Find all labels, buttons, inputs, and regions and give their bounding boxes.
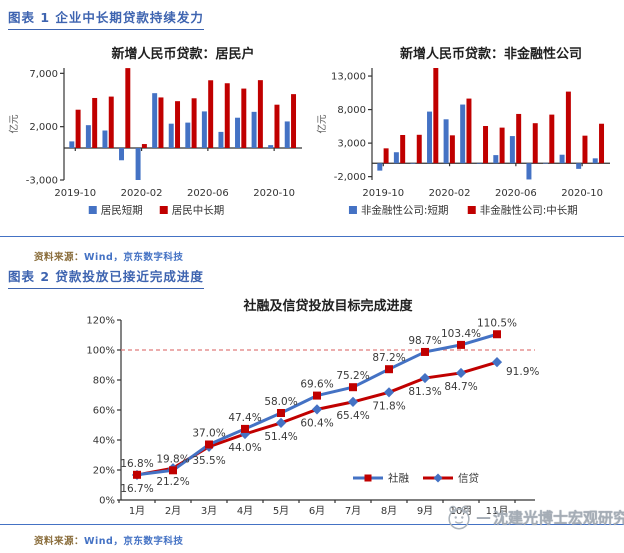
svg-text:居民短期: 居民短期 bbox=[101, 204, 143, 217]
svg-text:44.0%: 44.0% bbox=[228, 442, 261, 454]
figure1-header: 图表 1 企业中长期贷款持续发力 bbox=[8, 7, 204, 30]
line-chart-progress: 社融及信贷投放目标完成进度 0% 20% 40% 60% 80% 100% 120% 1月 2月 3… bbox=[85, 292, 545, 526]
svg-text:110.5%: 110.5% bbox=[477, 317, 517, 329]
svg-text:亿元: 亿元 bbox=[8, 114, 20, 134]
svg-text:80%: 80% bbox=[93, 376, 115, 387]
svg-text:新增人民币贷款：居民户: 新增人民币贷款：居民户 bbox=[111, 46, 254, 62]
figure1-charts-row: 新增人民币贷款：居民户 亿元 7,000 2,000 -3,000 2019-10 2020… bbox=[6, 42, 618, 234]
svg-text:3月: 3月 bbox=[201, 505, 217, 517]
svg-text:58.0%: 58.0% bbox=[264, 396, 297, 408]
figure1-source-label: 资料来源： bbox=[34, 252, 85, 263]
svg-text:7,000: 7,000 bbox=[29, 69, 58, 80]
svg-text:81.3%: 81.3% bbox=[408, 386, 441, 398]
figure1-source-value: Wind，京东数字科技 bbox=[84, 252, 184, 263]
svg-text:100%: 100% bbox=[86, 346, 115, 357]
svg-text:3,000: 3,000 bbox=[337, 139, 366, 150]
svg-text:16.7%: 16.7% bbox=[120, 483, 153, 495]
figure1-header-text: 图表 1 企业中长期贷款持续发力 bbox=[8, 10, 204, 25]
svg-text:信贷: 信贷 bbox=[458, 472, 479, 485]
svg-text:35.5%: 35.5% bbox=[192, 455, 225, 467]
svg-text:60.4%: 60.4% bbox=[300, 417, 333, 429]
svg-text:120%: 120% bbox=[86, 316, 115, 327]
figure2-source-label: 资料来源： bbox=[34, 536, 85, 547]
svg-text:16.8%: 16.8% bbox=[120, 458, 153, 470]
svg-text:社融及信贷投放目标完成进度: 社融及信贷投放目标完成进度 bbox=[242, 298, 413, 314]
svg-text:84.7%: 84.7% bbox=[444, 381, 477, 393]
svg-text:37.0%: 37.0% bbox=[192, 428, 225, 440]
svg-text:-2,000: -2,000 bbox=[334, 172, 366, 183]
svg-text:19.8%: 19.8% bbox=[156, 453, 189, 465]
svg-text:社融: 社融 bbox=[388, 472, 409, 485]
svg-text:居民中长期: 居民中长期 bbox=[172, 204, 225, 217]
svg-text:2020-10: 2020-10 bbox=[253, 188, 295, 199]
svg-text:5月: 5月 bbox=[273, 505, 289, 517]
svg-text:8月: 8月 bbox=[381, 505, 397, 517]
figure1-source: 资料来源：Wind，京东数字科技 bbox=[34, 249, 183, 263]
svg-text:11月: 11月 bbox=[486, 505, 509, 517]
svg-text:20%: 20% bbox=[93, 466, 115, 477]
figure2-header-text: 图表 2 贷款投放已接近完成进度 bbox=[8, 269, 204, 284]
figure2-source: 资料来源：Wind，京东数字科技 bbox=[34, 533, 183, 547]
svg-text:2月: 2月 bbox=[165, 505, 181, 517]
bar-chart-corporates: 新增人民币贷款：非金融性公司亿元 13,000 8,000 3,000 -2,000 20… bbox=[314, 42, 616, 232]
svg-text:4月: 4月 bbox=[237, 505, 253, 517]
svg-text:9月: 9月 bbox=[417, 505, 433, 517]
svg-text:60%: 60% bbox=[93, 406, 115, 417]
svg-text:2019-10: 2019-10 bbox=[54, 188, 96, 199]
svg-text:47.4%: 47.4% bbox=[228, 412, 261, 424]
svg-text:-3,000: -3,000 bbox=[26, 176, 58, 187]
svg-text:1月: 1月 bbox=[129, 505, 145, 517]
watermark-dash: — bbox=[476, 508, 491, 526]
svg-text:0%: 0% bbox=[99, 496, 115, 507]
svg-text:新增人民币贷款：非金融性公司: 新增人民币贷款：非金融性公司 bbox=[400, 46, 582, 62]
svg-text:91.9%: 91.9% bbox=[506, 366, 539, 378]
separator-line-top bbox=[0, 236, 624, 237]
watermark-text: 沈建光博士宏观研究 bbox=[493, 508, 624, 527]
figure2-header: 图表 2 贷款投放已接近完成进度 bbox=[8, 266, 204, 289]
svg-text:40%: 40% bbox=[93, 436, 115, 447]
svg-text:7月: 7月 bbox=[345, 505, 361, 517]
svg-text:75.2%: 75.2% bbox=[336, 370, 369, 382]
svg-text:103.4%: 103.4% bbox=[441, 328, 481, 340]
svg-text:亿元: 亿元 bbox=[316, 114, 328, 134]
watermark-logo-icon bbox=[448, 505, 470, 530]
figure2-source-value: Wind，京东数字科技 bbox=[84, 536, 184, 547]
svg-text:6月: 6月 bbox=[309, 505, 325, 517]
watermark: — 沈建光博士宏观研究 bbox=[444, 500, 624, 534]
line-chart-progress-svg: 社融及信贷投放目标完成进度 0% 20% 40% 60% 80% 100% 120% 1月 2月 3… bbox=[86, 298, 539, 517]
svg-text:2020-02: 2020-02 bbox=[121, 188, 163, 199]
svg-text:2020-02: 2020-02 bbox=[429, 188, 471, 199]
svg-text:2020-06: 2020-06 bbox=[495, 188, 537, 199]
svg-text:8,000: 8,000 bbox=[337, 105, 366, 116]
svg-text:87.2%: 87.2% bbox=[372, 352, 405, 364]
bar-chart-households: 新增人民币贷款：居民户亿元 7,000 2,000 -3,000 2019-10 2020… bbox=[6, 42, 308, 232]
svg-text:69.6%: 69.6% bbox=[300, 379, 333, 391]
svg-text:98.7%: 98.7% bbox=[408, 335, 441, 347]
svg-text:13,000: 13,000 bbox=[331, 72, 366, 83]
svg-text:21.2%: 21.2% bbox=[156, 476, 189, 488]
svg-text:2,000: 2,000 bbox=[29, 122, 58, 133]
svg-text:2020-10: 2020-10 bbox=[561, 188, 603, 199]
svg-text:71.8%: 71.8% bbox=[372, 400, 405, 412]
svg-text:65.4%: 65.4% bbox=[336, 410, 369, 422]
svg-text:非金融性公司:短期: 非金融性公司:短期 bbox=[361, 204, 449, 217]
svg-text:非金融性公司:中长期: 非金融性公司:中长期 bbox=[480, 204, 578, 217]
svg-text:2019-10: 2019-10 bbox=[362, 188, 404, 199]
svg-text:51.4%: 51.4% bbox=[264, 431, 297, 443]
svg-text:2020-06: 2020-06 bbox=[187, 188, 229, 199]
separator-line-bottom bbox=[0, 524, 624, 525]
